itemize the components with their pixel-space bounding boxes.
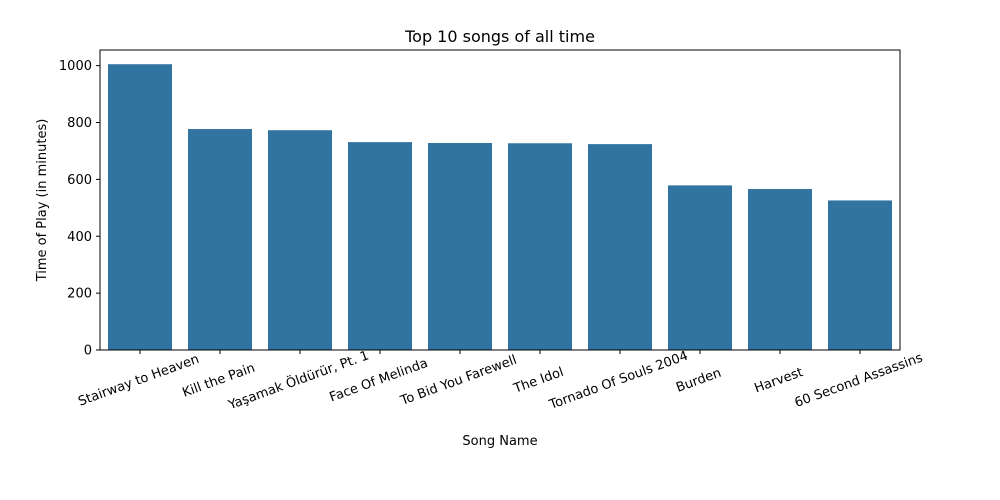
bar-7 (588, 144, 652, 350)
y-tick-label: 400 (67, 230, 92, 245)
bars (108, 64, 892, 350)
bar-2 (188, 129, 252, 350)
x-tick-label: Yaşamak Öldürür, Pt. 1 (225, 346, 371, 413)
bar-1 (108, 64, 172, 350)
y-tick-label: 600 (67, 173, 92, 188)
x-axis-label: Song Name (462, 434, 537, 449)
bar-5 (428, 142, 492, 350)
bar-10 (828, 200, 892, 350)
bar-9 (748, 189, 812, 350)
y-axis-ticks: 0 200 400 600 800 1000 (59, 59, 100, 359)
chart-title: Top 10 songs of all time (404, 27, 595, 46)
x-tick-label: Harvest (752, 365, 805, 396)
x-tick-label: 60 Second Assassins (793, 350, 925, 410)
x-tick-label: Tornado Of Souls 2004 (547, 349, 691, 413)
y-tick-label: 800 (67, 116, 92, 131)
x-tick-label: Burden (674, 366, 723, 396)
y-tick-label: 0 (84, 344, 92, 359)
bar-3 (268, 130, 332, 350)
y-tick-label: 1000 (59, 59, 92, 74)
bar-6 (508, 143, 572, 350)
y-axis-label: Time of Play (in minutes) (35, 119, 50, 283)
y-tick-label: 200 (67, 287, 92, 302)
x-tick-label: Stairway to Heaven (76, 352, 201, 410)
plot-frame (99, 49, 901, 351)
bar-8 (668, 185, 732, 350)
x-tick-label: The Idol (511, 365, 566, 397)
bar-4 (348, 142, 412, 350)
